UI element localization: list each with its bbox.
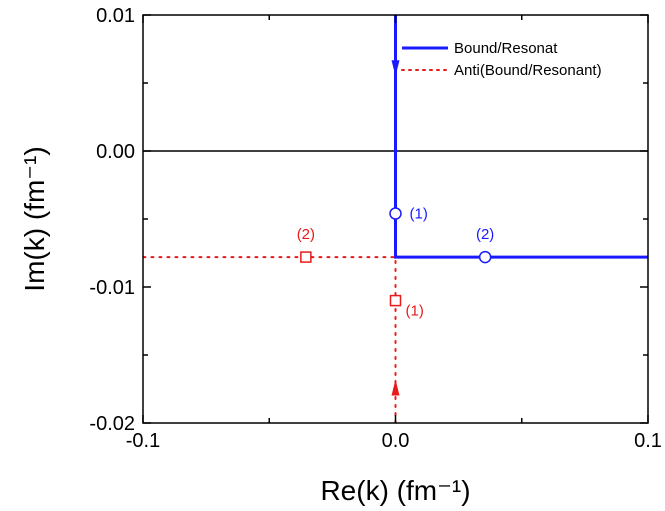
series-arrow-1 xyxy=(391,60,400,77)
y-axis-title: Im(k) (fm⁻¹) xyxy=(19,146,50,291)
pole-marker-square-4 xyxy=(300,251,312,263)
y-tick-label-0: -0.02 xyxy=(89,413,135,435)
pole-marker-circle-2 xyxy=(478,250,492,264)
pole-marker-square-3 xyxy=(389,294,402,307)
x-axis-title: Re(k) (fm⁻¹) xyxy=(320,475,470,506)
axes-layer: -0.1 0.0 0.1 -0.02 -0.01 0.00 0.01 xyxy=(89,5,662,452)
series-line-1 xyxy=(394,15,648,259)
legend-label-2: Anti(Bound/Resonant) xyxy=(454,62,602,79)
y-tick-label-1: -0.01 xyxy=(89,277,135,299)
pole-label-4: (2) xyxy=(297,226,315,243)
plot-area xyxy=(143,15,648,423)
series-arrow-2 xyxy=(391,379,400,396)
x-tick-label-1: 0.0 xyxy=(382,430,410,452)
pole-marker-circle-1 xyxy=(389,207,402,220)
y-tick-label-2: 0.00 xyxy=(96,141,135,163)
series-line-2 xyxy=(143,256,397,423)
pole-label-2: (2) xyxy=(476,226,494,243)
pole-label-1: (1) xyxy=(410,206,428,223)
legend: Bound/Resonat Anti(Bound/Resonant) xyxy=(401,40,602,79)
x-tick-label-2: 0.1 xyxy=(634,430,662,452)
y-tick-label-3: 0.01 xyxy=(96,5,135,27)
x-tick-label-0: -0.1 xyxy=(126,430,160,452)
legend-label-1: Bound/Resonat xyxy=(454,40,558,57)
plot-layer: (1) (2) (1) (2) xyxy=(143,15,648,423)
pole-label-3: (1) xyxy=(406,303,424,320)
